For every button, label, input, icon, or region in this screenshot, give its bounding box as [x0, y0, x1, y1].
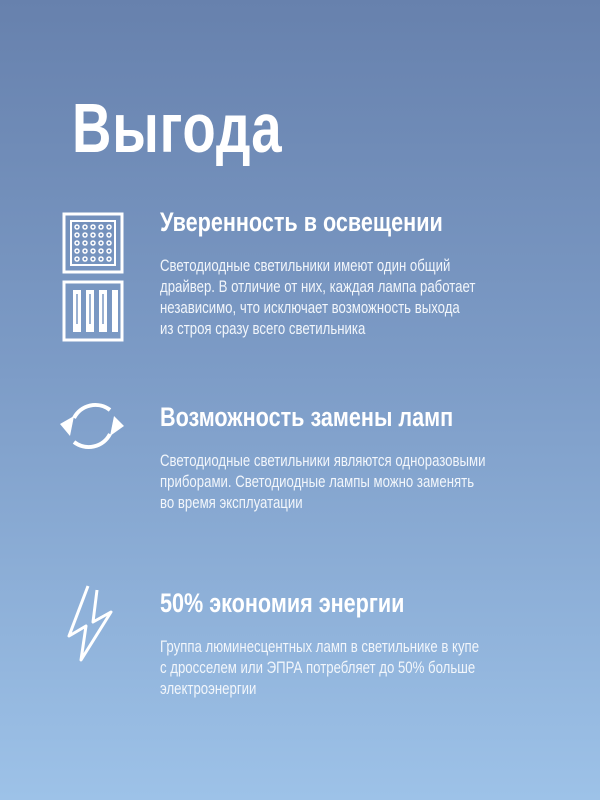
led-panel-and-lamp-fixture-icon [62, 212, 124, 342]
led-dot [74, 240, 80, 246]
led-dot [106, 232, 112, 238]
led-dot [82, 256, 88, 262]
section-text: Группа люминесцентных ламп в светильнике… [160, 638, 480, 698]
page-title: Выгода [72, 89, 283, 167]
led-dot [98, 232, 104, 238]
led-dot [90, 256, 96, 262]
led-dot [90, 240, 96, 246]
refresh-arrows-icon [60, 403, 124, 449]
led-dot [98, 224, 104, 230]
led-dot [90, 248, 96, 254]
section-text: Светодиодные светильники являются однора… [160, 452, 486, 512]
led-dot [74, 256, 80, 262]
led-dot [98, 256, 104, 262]
section-text: Светодиодные светильники имеют один общи… [160, 257, 476, 338]
led-dot [106, 224, 112, 230]
led-dot [90, 232, 96, 238]
section-heading: Уверенность в освещении [160, 207, 443, 237]
led-dot [98, 248, 104, 254]
section-energy-saving: 50% экономия энергии Группа люминесцентн… [160, 588, 580, 700]
led-dot [74, 224, 80, 230]
led-dot [74, 248, 80, 254]
led-dot [74, 232, 80, 238]
section-lamp-replacement: Возможность замены ламп Светодиодные све… [160, 402, 580, 514]
led-dot [82, 248, 88, 254]
led-dot [82, 224, 88, 230]
led-dot [106, 240, 112, 246]
led-dot [98, 240, 104, 246]
led-dot [82, 240, 88, 246]
lightning-bolt-icon [67, 585, 113, 662]
section-heading: 50% экономия энергии [160, 588, 405, 618]
section-heading: Возможность замены ламп [160, 402, 454, 432]
led-dot [82, 232, 88, 238]
led-dot [106, 248, 112, 254]
section-lighting-reliability: Уверенность в освещении Светодиодные све… [160, 207, 580, 340]
led-dot [106, 256, 112, 262]
led-dot [90, 224, 96, 230]
